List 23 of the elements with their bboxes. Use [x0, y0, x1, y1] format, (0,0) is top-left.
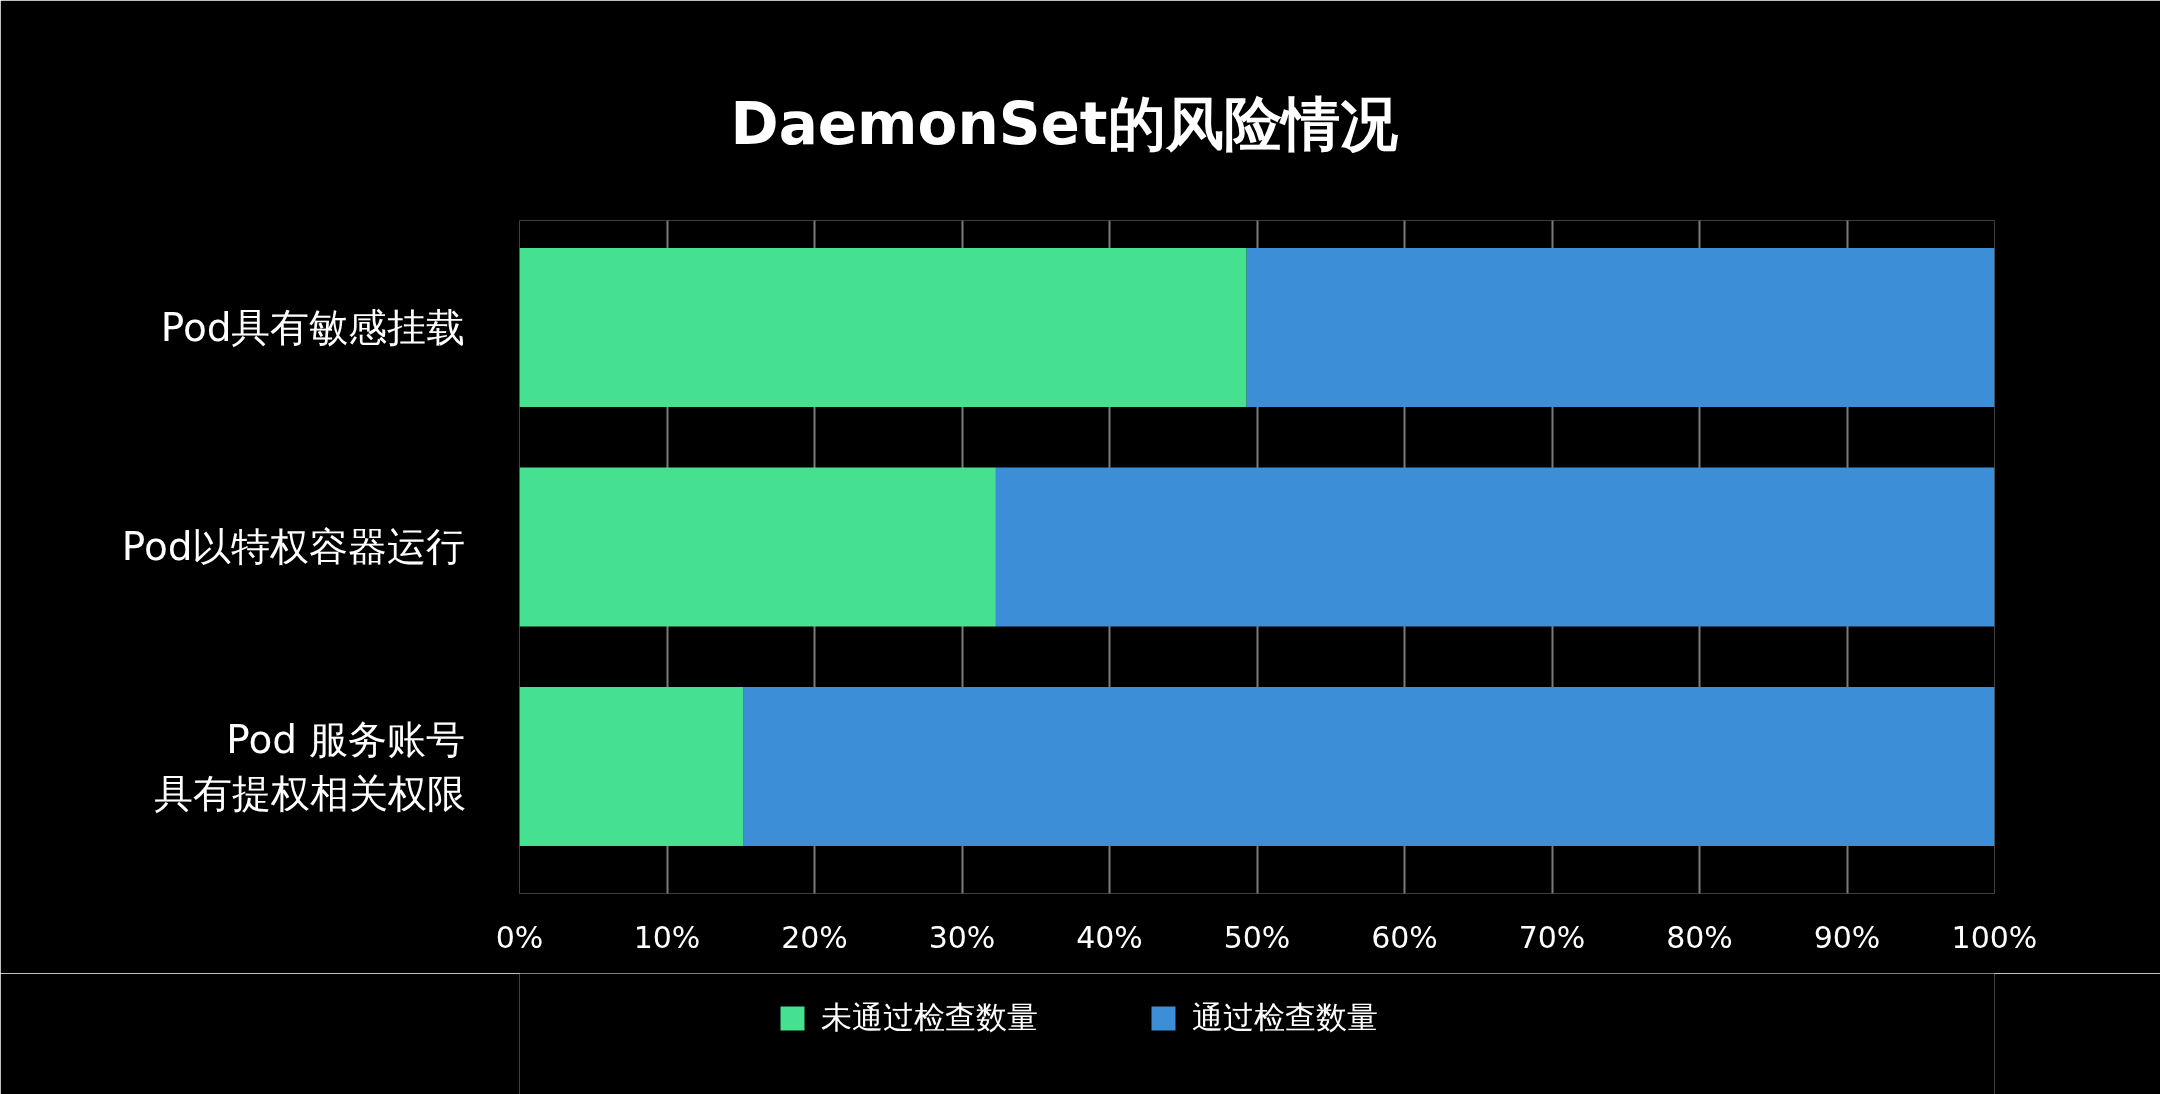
bar [743, 686, 1995, 846]
y-tick-label: Pod 服务账号具有提权相关权限 [153, 716, 466, 816]
x-tick-label: 30% [928, 919, 996, 955]
y-tick-label: Pod以特权容器运行 [121, 524, 466, 570]
bar [519, 467, 996, 627]
x-tick-label: 80% [1666, 919, 1733, 955]
bar [519, 686, 744, 846]
x-tick-label: 20% [781, 919, 848, 955]
x-tick-label: 0% [495, 919, 544, 955]
x-tick-label: 70% [1518, 919, 1586, 955]
bar [1246, 248, 1995, 407]
legend-label: 通过检查数量 [1192, 998, 1378, 1037]
bar [995, 467, 1995, 627]
legend-label: 未通过检查数量 [821, 998, 1038, 1037]
bar [519, 248, 1247, 407]
x-tick-label: 60% [1371, 919, 1438, 955]
x-tick-label: 90% [1813, 919, 1881, 955]
y-tick-label: Pod具有敏感挂载 [160, 304, 466, 350]
x-tick-label: 10% [633, 919, 701, 955]
x-tick-label: 100% [1951, 919, 2038, 955]
x-tick-label: 50% [1223, 919, 1291, 955]
chart-title: DaemonSet的风险情况 [730, 89, 1398, 158]
x-tick-label: 40% [1076, 919, 1143, 955]
